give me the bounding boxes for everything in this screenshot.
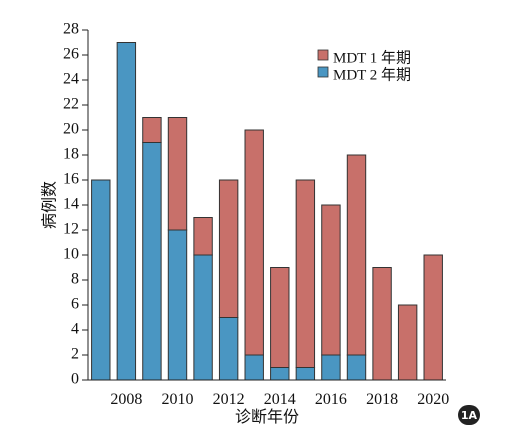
y-tick-label: 12 — [63, 221, 79, 238]
bar-2017-series-1 — [346, 354, 367, 381]
y-tick-label: 10 — [63, 246, 79, 263]
x-tick-label: 2014 — [264, 391, 296, 408]
y-tick-label: 22 — [63, 96, 79, 113]
figure-label-badge: 1A — [458, 405, 480, 425]
x-tick-label: 2016 — [315, 391, 347, 408]
x-tick-label: 2020 — [417, 391, 449, 408]
bar-2009-series-1 — [142, 142, 162, 381]
bar-2007-series-1 — [91, 179, 111, 381]
legend-swatch — [317, 66, 329, 78]
x-tick-label: 2018 — [366, 391, 398, 408]
bar-2014-series-2 — [270, 267, 290, 368]
bar-2013-series-1 — [244, 354, 264, 381]
bar-2016-series-1 — [321, 354, 341, 381]
y-tick-label: 20 — [63, 121, 79, 138]
bar-2012-series-2 — [218, 179, 239, 318]
bar-2015-series-1 — [295, 367, 316, 381]
legend-swatch — [317, 49, 329, 61]
y-axis-title: 病例数 — [40, 181, 59, 229]
bars-group — [91, 42, 443, 381]
y-tick-label: 26 — [63, 46, 79, 63]
bar-2011-series-2 — [193, 217, 213, 256]
y-tick-label: 24 — [63, 71, 79, 88]
y-tick-label: 6 — [71, 296, 79, 313]
y-tick-label: 14 — [63, 196, 79, 213]
bar-2016-series-2 — [321, 204, 341, 356]
bar-2011-series-1 — [193, 254, 213, 381]
y-tick-label: 16 — [63, 171, 79, 188]
y-tick-label: 28 — [63, 21, 79, 38]
bar-2014-series-1 — [270, 367, 290, 381]
x-axis-title: 诊断年份 — [235, 407, 299, 426]
x-tick-label: 2012 — [213, 391, 245, 408]
x-ticks-group: 2008 2010 2012 2014 2016 2018 2020 — [110, 391, 449, 408]
bar-2012-series-1 — [218, 317, 239, 381]
x-tick-label: 2008 — [110, 391, 142, 408]
bar-2010-series-2 — [167, 117, 188, 231]
x-tick-label: 2010 — [162, 391, 194, 408]
bar-2018-series-2 — [372, 267, 392, 381]
y-tick-label: 8 — [71, 271, 79, 288]
bar-2008-series-1 — [116, 42, 137, 381]
bar-2019-series-2 — [397, 304, 418, 381]
y-tick-label: 4 — [71, 321, 79, 338]
y-tick-label: 0 — [71, 371, 79, 388]
y-tick-label: 2 — [71, 346, 79, 363]
bar-2015-series-2 — [295, 179, 316, 368]
figure-label-text: 1A — [461, 409, 478, 422]
bar-2020-series-2 — [423, 254, 443, 381]
y-tick-label: 18 — [63, 146, 79, 163]
figure-label-background — [458, 405, 480, 425]
bar-2017-series-2 — [346, 154, 367, 356]
bar-2013-series-2 — [244, 129, 264, 356]
bar-2010-series-1 — [167, 229, 188, 381]
bar-2009-series-2 — [142, 117, 162, 143]
legend-label: MDT 1 年期 — [333, 49, 411, 66]
legend-label: MDT 2 年期 — [333, 66, 411, 83]
